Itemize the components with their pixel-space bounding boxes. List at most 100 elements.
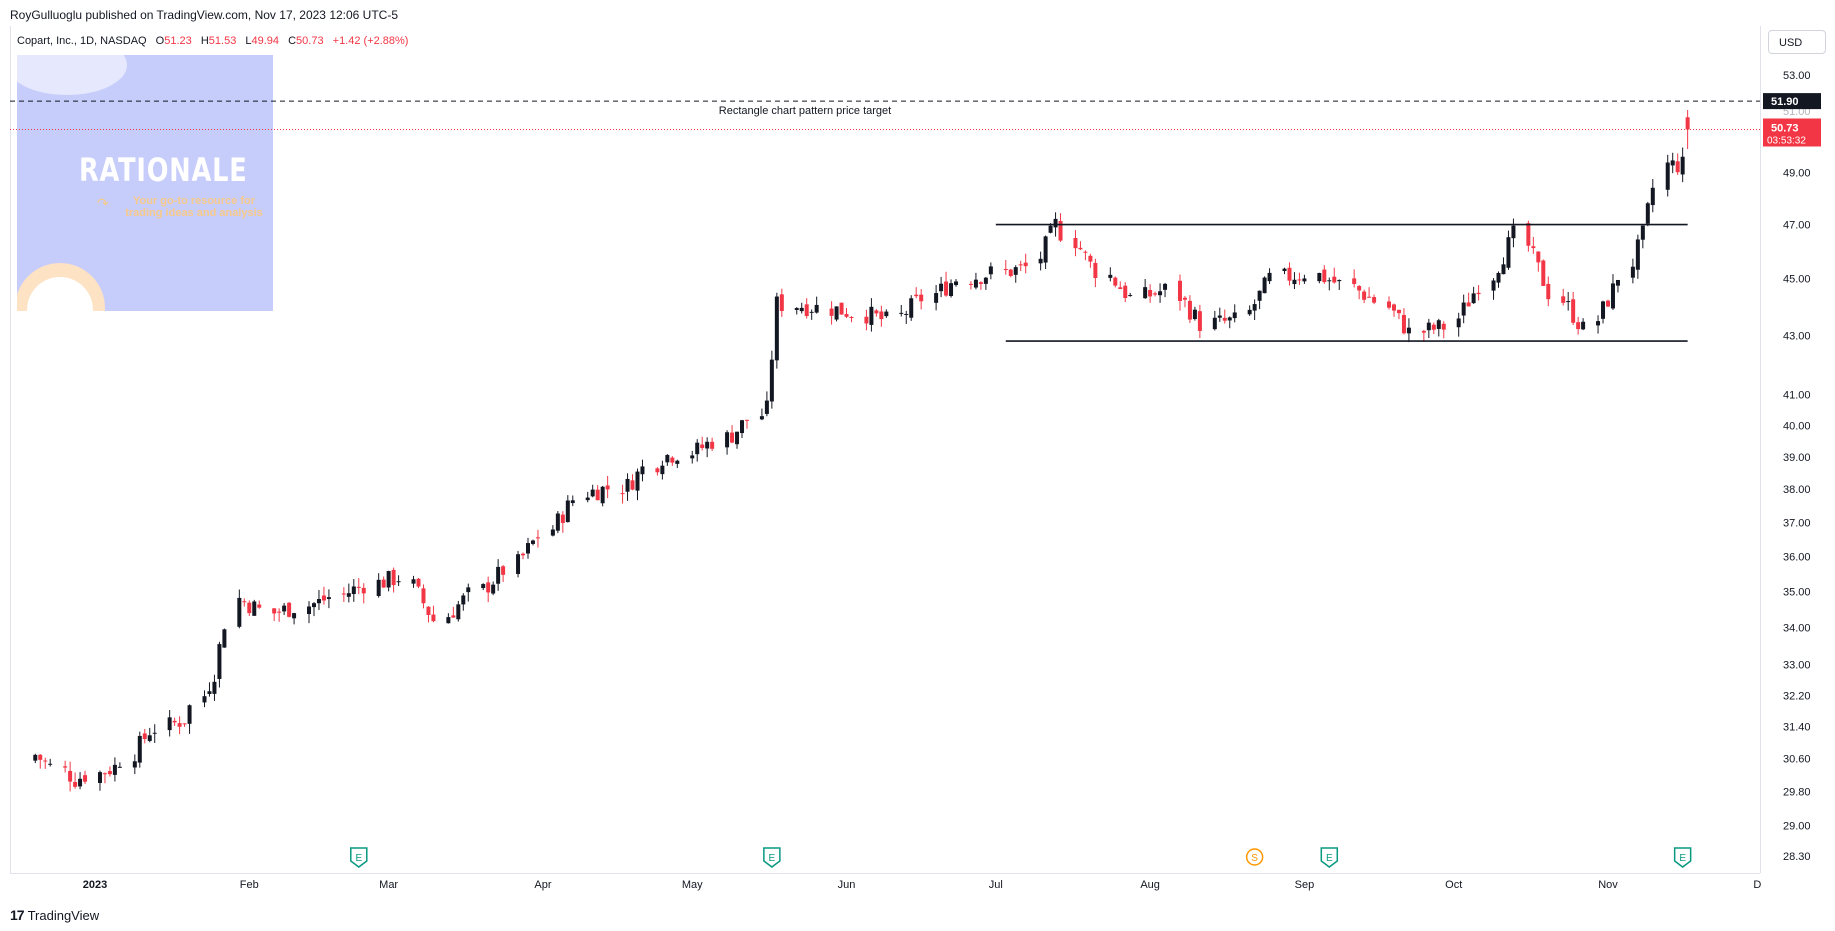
candle: [884, 309, 889, 318]
candle-body: [849, 317, 854, 319]
candle-body: [217, 644, 222, 679]
candle: [1526, 220, 1531, 252]
candle: [919, 289, 924, 310]
candle: [934, 285, 939, 311]
candle: [361, 583, 366, 604]
candle-body: [1163, 283, 1168, 290]
candle: [247, 600, 252, 617]
rationale-watermark: RATIONALE ↷ Your go-to resource for trad…: [17, 55, 273, 311]
candle-body: [33, 754, 38, 761]
candle: [222, 628, 227, 648]
earnings-event-marker[interactable]: E: [1320, 847, 1339, 868]
candle-body: [660, 465, 665, 475]
candle-body: [1093, 262, 1098, 279]
target-price-tag: [1763, 93, 1821, 110]
candle: [237, 589, 242, 629]
candle: [1640, 225, 1645, 249]
candle: [744, 419, 749, 429]
close-label: C: [288, 35, 297, 47]
candle: [1431, 322, 1436, 334]
candle-body: [829, 308, 834, 316]
earnings-event-marker[interactable]: E: [763, 847, 781, 868]
candle-body: [834, 306, 839, 320]
high-label: H: [200, 35, 209, 47]
candle-body: [665, 454, 670, 463]
candle: [381, 576, 386, 588]
candle: [1043, 235, 1048, 269]
candle: [570, 495, 575, 507]
currency-button[interactable]: USD: [1768, 30, 1826, 54]
candle-body: [277, 611, 282, 613]
candle: [1610, 274, 1615, 310]
price-tick-label: 29.00: [1783, 821, 1811, 833]
candle-body: [640, 466, 645, 475]
candle: [535, 529, 540, 548]
candle-body: [501, 566, 506, 575]
candle-body: [496, 566, 501, 584]
candle-body: [705, 441, 710, 449]
candle-body: [73, 781, 78, 787]
candle: [1252, 299, 1257, 321]
candle-body: [252, 601, 257, 616]
candle: [1680, 147, 1685, 183]
candle-body: [1576, 322, 1581, 330]
earnings-event-marker[interactable]: E: [1673, 847, 1692, 868]
candle: [1541, 259, 1546, 287]
candle: [486, 576, 491, 603]
candle: [1153, 291, 1158, 297]
candle: [700, 436, 705, 451]
candle-body: [1476, 292, 1481, 295]
candle: [939, 276, 944, 298]
last-price-label: 50.73: [1771, 122, 1799, 134]
candle-body: [690, 455, 695, 459]
candle: [1566, 291, 1571, 311]
symbol-name[interactable]: Copart, Inc., 1D, NASDAQ: [17, 35, 147, 47]
candle-body: [107, 771, 112, 775]
candle: [595, 485, 600, 501]
split-event-marker[interactable]: S: [1245, 848, 1264, 866]
candle: [501, 564, 506, 582]
candle-body: [361, 587, 366, 594]
candle: [172, 717, 177, 726]
candle: [1113, 276, 1118, 288]
candle-body: [182, 723, 187, 725]
candle: [550, 525, 555, 537]
candle-body: [321, 595, 326, 601]
candle-body: [1421, 330, 1426, 333]
candle-body: [1456, 318, 1461, 328]
candle-body: [1088, 255, 1093, 262]
candle: [521, 552, 526, 560]
candle-body: [1023, 262, 1028, 267]
candle: [73, 772, 78, 789]
candle-body: [426, 606, 431, 615]
candle: [1212, 310, 1217, 331]
candle: [491, 581, 496, 596]
candle-body: [655, 468, 660, 473]
candle-body: [1466, 302, 1471, 307]
candle-body: [1640, 225, 1645, 240]
candle: [1571, 292, 1576, 325]
watermark-title: RATIONALE: [79, 151, 248, 189]
candle-body: [1317, 272, 1322, 282]
candle: [1352, 269, 1357, 288]
candle: [152, 724, 157, 744]
tradingview-footer[interactable]: 17 TradingView: [10, 907, 99, 923]
candle: [292, 612, 297, 625]
candle-body: [1018, 264, 1023, 266]
candle: [396, 575, 401, 586]
candle: [640, 459, 645, 482]
candle-body: [351, 586, 356, 595]
candle-body: [112, 764, 117, 775]
candle-body: [909, 298, 914, 318]
candle: [516, 550, 521, 578]
candle: [625, 473, 630, 501]
candle: [725, 430, 730, 455]
open-label: O: [155, 35, 165, 47]
earnings-event-marker[interactable]: E: [350, 847, 368, 868]
candle: [525, 537, 530, 559]
candle: [38, 754, 43, 769]
candle: [1292, 272, 1297, 290]
candle-body: [695, 442, 700, 455]
candle-body: [769, 359, 774, 402]
